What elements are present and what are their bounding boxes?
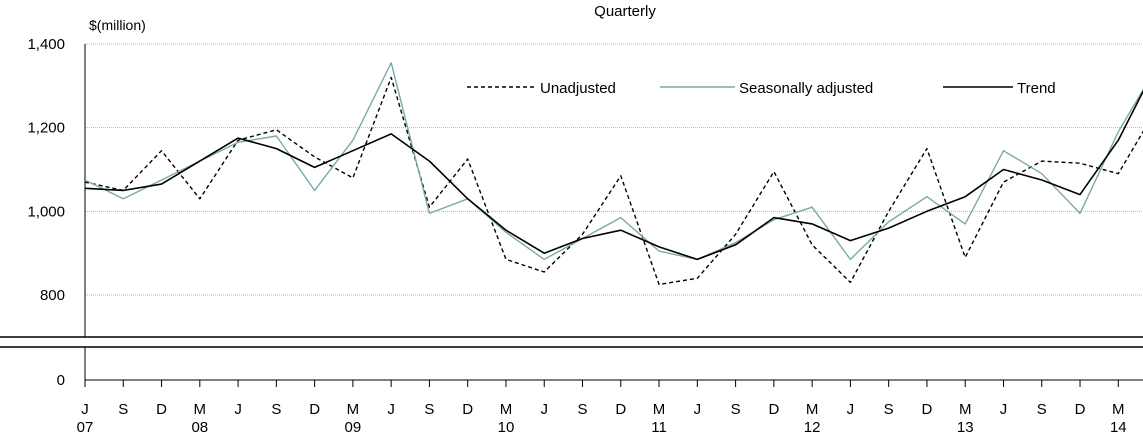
y-tick-label: 1,400: [27, 36, 65, 53]
x-tick-label: J: [81, 401, 89, 418]
y-tick-label: 800: [40, 287, 65, 304]
x-tick-label: D: [309, 401, 320, 418]
x-year-label: 14: [1110, 419, 1127, 436]
y-tick-label: 1,200: [27, 120, 65, 137]
x-tick-label: S: [1037, 401, 1047, 418]
x-tick-label: J: [234, 401, 242, 418]
x-year-label: 13: [957, 419, 974, 436]
x-tick-label: D: [615, 401, 626, 418]
axes: [0, 44, 1143, 387]
x-tick-label: S: [118, 401, 128, 418]
legend-label: Trend: [1017, 80, 1056, 97]
x-year-label: 12: [804, 419, 821, 436]
series-line-trend: [84, 89, 1143, 261]
y-tick-label: 1,000: [27, 203, 65, 220]
x-tick-label: J: [387, 401, 395, 418]
x-tick-label: S: [731, 401, 741, 418]
tick-labels: 0 800 1,000 1,200 1,400 J S D M J S D M J S D M J S D M J S D M J…: [27, 36, 1127, 436]
y-tick-label: 0: [57, 372, 65, 389]
x-tick-label: M: [194, 401, 207, 418]
x-tick-label: M: [806, 401, 819, 418]
x-year-label: 07: [77, 419, 94, 436]
x-tick-label: M: [959, 401, 972, 418]
gridlines: [85, 43, 1143, 296]
x-tick-label: S: [884, 401, 894, 418]
x-tick-label: J: [847, 401, 855, 418]
x-tick-label: S: [271, 401, 281, 418]
x-tick-label: D: [922, 401, 933, 418]
x-tick-label: S: [424, 401, 434, 418]
x-tick-label: M: [500, 401, 513, 418]
x-year-label: 08: [191, 419, 208, 436]
x-tick-label: D: [156, 401, 167, 418]
series-line-seasonally-adjusted: [84, 62, 1143, 261]
x-tick-label: D: [768, 401, 779, 418]
chart-title: Quarterly: [594, 3, 656, 20]
legend: Unadjusted Seasonally adjusted Trend: [467, 80, 1056, 97]
x-tick-label: J: [694, 401, 702, 418]
x-year-label: 09: [345, 419, 362, 436]
x-year-label: 11: [651, 419, 667, 436]
x-tick-label: M: [1112, 401, 1125, 418]
x-tick-label: J: [1000, 401, 1008, 418]
x-tick-label: S: [578, 401, 588, 418]
x-tick-label: D: [1075, 401, 1086, 418]
x-tick-label: J: [540, 401, 548, 418]
x-tick-label: D: [462, 401, 473, 418]
series-line-unadjusted: [84, 76, 1143, 286]
legend-label: Seasonally adjusted: [739, 80, 873, 97]
x-tick-label: M: [653, 401, 666, 418]
x-tick-label: M: [347, 401, 360, 418]
series-lines: [84, 62, 1143, 286]
x-year-label: 10: [498, 419, 515, 436]
y-axis-label: $(million): [89, 17, 146, 33]
legend-label: Unadjusted: [540, 80, 616, 97]
